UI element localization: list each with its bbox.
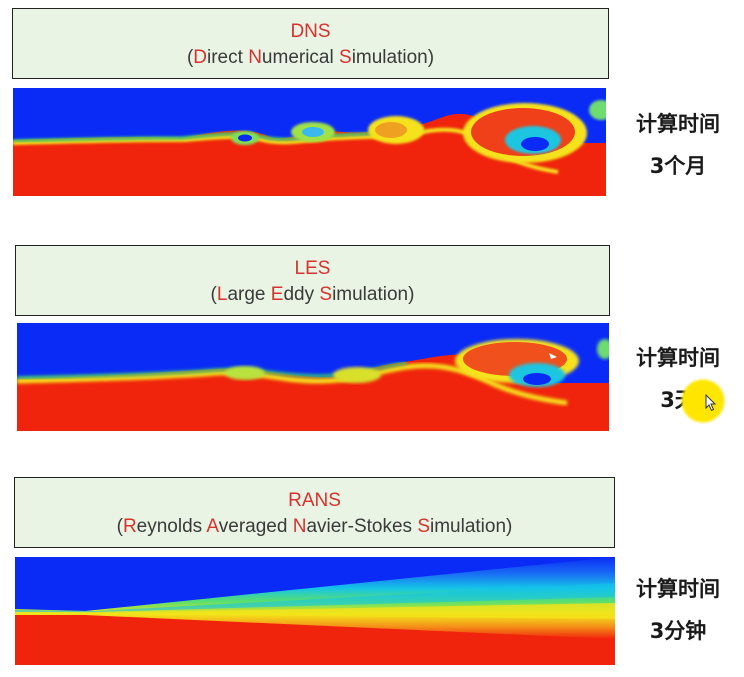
les-time-label: 计算时间 — [636, 346, 720, 370]
name-text: eynolds — [136, 516, 207, 537]
name-text: ( — [116, 516, 123, 537]
dns-time-label: 计算时间 — [636, 112, 720, 136]
les-title-box: LES (Large Eddy Simulation) — [15, 245, 610, 316]
name-text: ddy — [283, 284, 320, 305]
name-text: arge — [227, 284, 271, 305]
name-text: veraged — [218, 516, 293, 537]
acronym-letter: L — [216, 284, 228, 305]
acronym-letter: A — [206, 516, 219, 537]
name-text: ( — [210, 284, 217, 305]
name-text: irect — [207, 47, 249, 68]
rans-time-value: 3分钟 — [649, 619, 707, 643]
mouse-cursor-icon — [705, 394, 717, 412]
acronym-letter: S — [417, 516, 430, 537]
rans-simulation-image — [15, 557, 615, 665]
name-text: imulation) — [332, 284, 415, 305]
dns-title-box: DNS (Direct Numerical Simulation) — [12, 8, 609, 79]
les-simulation-image — [17, 323, 609, 431]
acronym-letter: R — [122, 516, 137, 537]
acronym-letter: D — [193, 47, 207, 68]
les-full-name: (Large Eddy Simulation) — [16, 283, 609, 307]
name-text: umerical — [261, 47, 339, 68]
rans-full-name: (Reynolds Averaged Navier-Stokes Simulat… — [15, 515, 614, 539]
rans-title-box: RANS (Reynolds Averaged Navier-Stokes Si… — [14, 477, 615, 548]
dns-time-value: 3个月 — [649, 154, 707, 178]
acronym-letter: E — [270, 284, 284, 305]
cursor-highlight — [680, 378, 726, 424]
rans-abbreviation: RANS — [288, 490, 341, 511]
acronym-letter: N — [292, 516, 307, 537]
acronym-letter: N — [248, 47, 262, 68]
name-text: avier-Stokes — [306, 516, 418, 537]
rans-compute-time: 计算时间 3分钟 — [622, 576, 734, 644]
acronym-letter: S — [319, 284, 333, 305]
dns-abbreviation: DNS — [290, 21, 331, 42]
dns-simulation-image — [13, 88, 606, 196]
rans-time-label: 计算时间 — [636, 577, 720, 601]
name-text: imulation) — [430, 516, 513, 537]
name-text: ( — [186, 47, 194, 68]
les-abbreviation: LES — [294, 258, 331, 279]
dns-compute-time: 计算时间 3个月 — [622, 111, 734, 179]
dns-full-name: (Direct Numerical Simulation) — [13, 46, 608, 70]
acronym-letter: S — [339, 47, 352, 68]
name-text: imulation) — [351, 47, 435, 68]
